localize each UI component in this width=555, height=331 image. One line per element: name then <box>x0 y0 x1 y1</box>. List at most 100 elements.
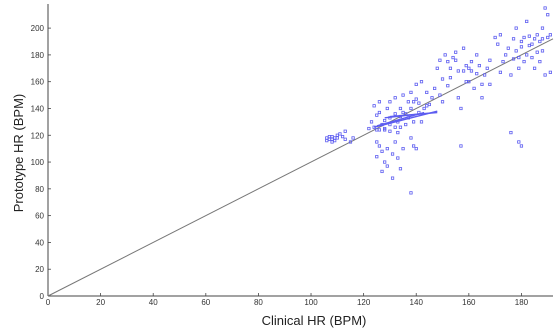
data-point <box>477 64 481 68</box>
data-point <box>330 137 334 141</box>
data-point <box>480 82 484 86</box>
data-point <box>401 110 405 115</box>
data-point <box>377 100 382 104</box>
y-tick-labels: 0 20 40 60 80 100 120 140 160 180 200 <box>31 24 45 301</box>
y-tick-label: 200 <box>31 24 45 33</box>
data-point <box>343 137 347 141</box>
x-axis-label: Clinical HR (BPM) <box>262 313 367 328</box>
data-point <box>475 53 479 57</box>
data-point <box>383 118 387 123</box>
data-point <box>435 66 439 70</box>
data-point <box>398 125 403 129</box>
data-point <box>519 39 524 44</box>
data-point <box>519 144 524 148</box>
data-point <box>522 35 526 40</box>
data-point <box>480 96 484 100</box>
data-point <box>375 113 379 117</box>
data-point <box>514 26 518 30</box>
data-point <box>404 112 408 116</box>
data-point <box>340 135 345 139</box>
data-point <box>335 136 339 140</box>
data-point <box>514 49 518 53</box>
data-point <box>393 112 397 116</box>
data-point <box>469 59 474 64</box>
data-point <box>375 155 379 159</box>
data-point <box>433 86 437 90</box>
data-point <box>369 120 374 124</box>
data-segment <box>389 111 438 118</box>
data-point <box>417 110 421 115</box>
data-point <box>448 76 453 80</box>
data-point <box>438 58 442 62</box>
data-point <box>409 136 413 140</box>
data-point <box>375 140 379 144</box>
x-tick-label: 60 <box>201 298 210 307</box>
data-point <box>464 64 468 68</box>
data-point <box>409 191 413 195</box>
data-point <box>483 73 487 77</box>
data-point <box>540 26 545 30</box>
data-point <box>535 50 539 54</box>
data-point <box>540 49 545 53</box>
data-point <box>517 66 521 70</box>
data-point <box>398 106 403 111</box>
data-point <box>333 139 337 143</box>
data-point <box>527 43 531 48</box>
data-point <box>393 96 397 100</box>
data-point <box>530 42 534 46</box>
data-point <box>372 104 376 108</box>
data-point <box>506 46 510 50</box>
data-point <box>419 120 424 124</box>
data-point <box>459 106 463 111</box>
data-point <box>325 139 329 143</box>
data-point <box>385 164 389 168</box>
data-point <box>448 66 453 70</box>
data-point <box>396 130 400 135</box>
data-point <box>438 93 442 97</box>
data-point <box>461 69 466 73</box>
data-point <box>467 66 471 70</box>
data-point <box>543 73 547 77</box>
data-point <box>398 167 403 171</box>
data-point <box>440 100 445 104</box>
data-point <box>540 37 545 41</box>
data-point <box>485 66 489 70</box>
data-point <box>417 101 421 105</box>
data-point <box>493 35 497 40</box>
data-point <box>414 147 418 151</box>
data-point <box>509 73 513 77</box>
data-point <box>406 116 410 120</box>
x-tick-label: 180 <box>515 298 529 307</box>
x-tick-label: 160 <box>462 298 476 307</box>
data-point <box>464 80 468 84</box>
data-point <box>351 136 355 140</box>
data-point <box>380 122 384 127</box>
data-point <box>511 57 516 61</box>
data-point <box>330 135 334 139</box>
y-tick-label: 100 <box>31 158 45 167</box>
data-point <box>343 129 347 133</box>
data-point <box>338 132 342 136</box>
data-point <box>472 86 476 90</box>
x-tick-label: 20 <box>96 298 105 307</box>
data-point <box>459 144 463 148</box>
data-point <box>443 53 447 57</box>
data-point <box>543 6 547 10</box>
x-tick-label: 140 <box>410 298 424 307</box>
data-point <box>548 70 552 74</box>
data-point <box>375 128 379 132</box>
data-point <box>527 34 531 38</box>
data-point <box>451 55 455 60</box>
data-point <box>383 128 387 132</box>
data-point <box>390 176 395 180</box>
x-tick-label: 100 <box>304 298 318 307</box>
data-point <box>380 149 384 153</box>
data-point <box>517 55 521 60</box>
segments-layer <box>373 110 438 128</box>
data-point <box>488 82 492 86</box>
data-point <box>446 59 450 64</box>
data-point <box>388 122 392 127</box>
data-point <box>377 128 382 132</box>
data-point <box>469 69 474 73</box>
y-tick-label: 80 <box>35 185 44 194</box>
